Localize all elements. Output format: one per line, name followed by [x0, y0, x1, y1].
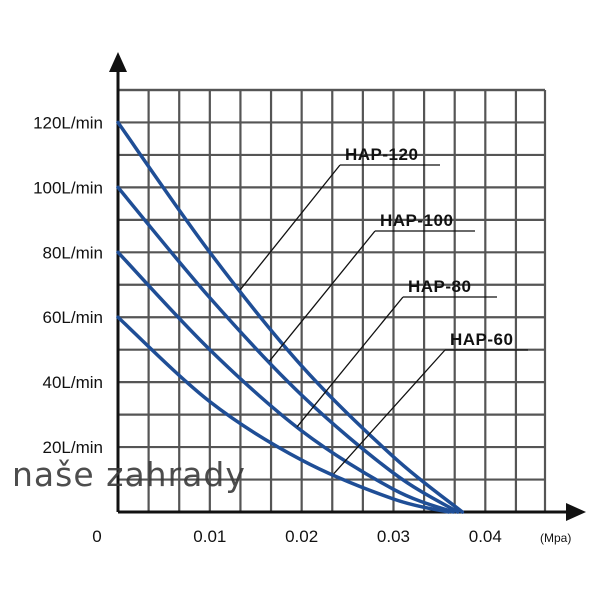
x-tick-labels: 0 0.01 0.02 0.03 0.04 [92, 527, 502, 546]
x-tick-label: 0.02 [285, 527, 318, 546]
y-tick-label: 60L/min [43, 308, 103, 327]
x-axis-arrow [566, 503, 586, 521]
x-tick-label: 0 [92, 527, 101, 546]
leader-line [333, 349, 446, 475]
watermark: naše zahrady [12, 455, 246, 494]
series-line-hap-100 [116, 185, 460, 514]
y-tick-label: 40L/min [43, 373, 103, 392]
y-tick-label: 20L/min [43, 438, 103, 457]
leader-line [269, 230, 376, 362]
series-label-hap-80: HAP-80 [408, 277, 471, 296]
y-tick-label: 120L/min [33, 113, 103, 132]
series-label-hap-120: HAP-120 [345, 145, 418, 164]
series-lines [116, 120, 465, 514]
series-label-hap-100: HAP-100 [380, 211, 453, 230]
series-line-hap-60 [116, 315, 451, 514]
x-tick-label: 0.04 [469, 527, 502, 546]
series-labels: HAP-120 HAP-100 HAP-80 HAP-60 [239, 145, 528, 475]
axes [109, 52, 586, 521]
y-tick-label: 80L/min [43, 243, 103, 262]
y-tick-label: 100L/min [33, 178, 103, 197]
leader-line [239, 164, 341, 291]
y-tick-labels: 20L/min 40L/min 60L/min 80L/min 100L/min 120L… [33, 113, 103, 457]
leader-line [296, 296, 404, 428]
series-label-hap-60: HAP-60 [450, 330, 513, 349]
grid [118, 88, 547, 512]
x-unit-label: (Mpa) [540, 531, 571, 545]
y-axis-arrow [109, 52, 127, 72]
x-tick-label: 0.03 [377, 527, 410, 546]
series-line-hap-80 [116, 250, 455, 514]
series-line-hap-120 [116, 120, 465, 514]
x-tick-label: 0.01 [193, 527, 226, 546]
